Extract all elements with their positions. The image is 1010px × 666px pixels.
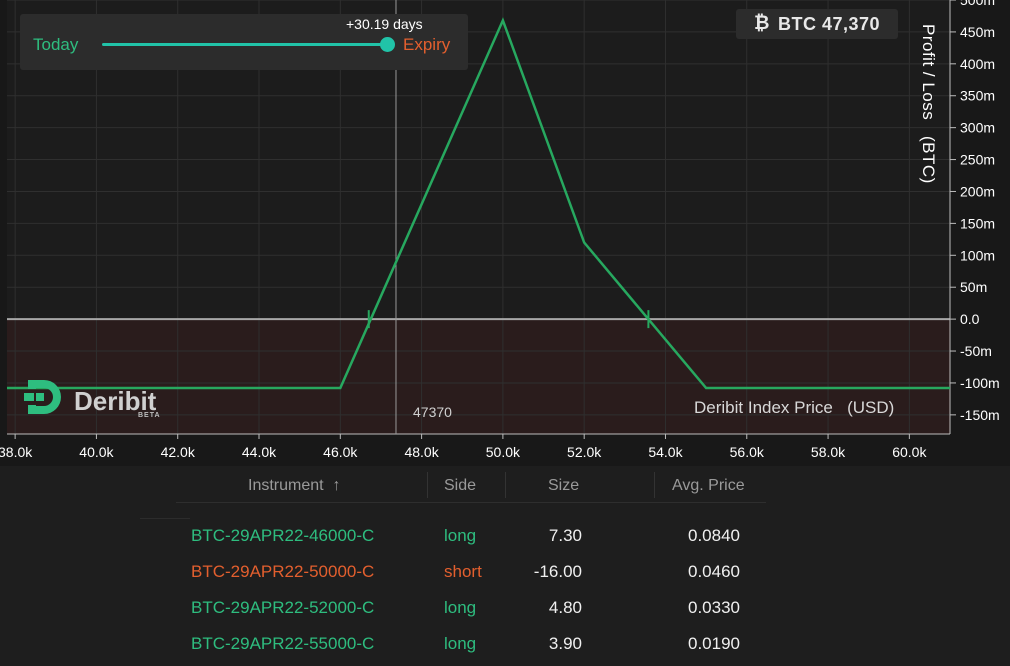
side-cell: long — [444, 526, 477, 545]
current-price-label: 47370 — [413, 404, 452, 420]
size-cell: 4.80 — [548, 598, 582, 617]
instrument-cell[interactable]: BTC-29APR22-52000-C — [191, 598, 375, 617]
x-tick-label: 52.0k — [567, 444, 602, 460]
y-tick-label: 0.0 — [960, 311, 980, 327]
payoff-line — [7, 17, 950, 390]
x-axis-unit: (USD) — [847, 398, 895, 417]
instrument-cell[interactable]: BTC-29APR22-55000-C — [191, 634, 375, 653]
table-header: Instrument ↑ Side Size Avg. Price — [176, 466, 766, 503]
logo-beta-badge: BETA — [138, 412, 161, 419]
slider-today-label: Today — [33, 35, 79, 54]
x-tick-label: 58.0k — [811, 444, 846, 460]
bitcoin-icon: ₿ — [753, 13, 770, 34]
y-tick-label: 250m — [960, 152, 995, 168]
y-tick-label: 200m — [960, 183, 995, 199]
table-row[interactable]: BTC-29APR22-46000-C long 7.30 0.0840 — [0, 518, 1010, 554]
slider-expiry-label: Expiry — [403, 35, 451, 54]
table-row[interactable]: BTC-29APR22-52000-C long 4.80 0.0330 — [0, 590, 1010, 626]
table-row[interactable]: BTC-29APR22-50000-C short -16.00 0.0460 — [0, 554, 1010, 590]
y-tick-label: 350m — [960, 88, 995, 104]
col-header-size[interactable]: Size — [548, 477, 580, 494]
y-tick-label: 100m — [960, 247, 995, 263]
x-tick-label: 42.0k — [161, 444, 196, 460]
avg-price-cell: 0.0460 — [688, 562, 740, 581]
positions-table: Instrument ↑ Side Size Avg. Price BTC-29… — [0, 466, 1010, 666]
y-tick-label: -100m — [960, 375, 1000, 391]
side-cell: short — [444, 562, 482, 581]
deribit-logo-icon — [24, 380, 61, 414]
y-axis-label: Profit / Loss — [919, 24, 938, 121]
x-axis-title: Deribit Index Price (USD) — [694, 398, 894, 418]
y-tick-label: -150m — [960, 407, 1000, 423]
x-tick-label: 56.0k — [730, 444, 765, 460]
days-to-expiry-label: +30.19 days — [346, 16, 423, 32]
y-tick-label: 50m — [960, 279, 987, 295]
avg-price-cell: 0.0330 — [688, 598, 740, 617]
logo-name: Deribit — [74, 386, 157, 416]
sort-ascending-icon: ↑ — [332, 477, 341, 494]
y-axis-unit: (BTC) — [919, 135, 938, 184]
size-cell: 3.90 — [548, 634, 582, 653]
y-axis-title: Profit / Loss (BTC) — [918, 24, 938, 184]
avg-price-cell: 0.0190 — [688, 634, 740, 653]
column-divider — [505, 472, 506, 498]
col-header-instrument-label: Instrument — [248, 477, 324, 494]
y-tick-label: 400m — [960, 56, 995, 72]
btc-price-badge: ₿ BTC 47,370 — [736, 9, 898, 39]
x-tick-label: 44.0k — [242, 444, 277, 460]
instrument-cell[interactable]: BTC-29APR22-46000-C — [191, 526, 375, 545]
time-slider-handle[interactable] — [380, 37, 395, 52]
side-cell: long — [444, 634, 477, 653]
size-cell: -16.00 — [533, 562, 582, 581]
x-tick-label: 38.0k — [0, 444, 33, 460]
y-tick-label: 300m — [960, 120, 995, 136]
side-cell: long — [444, 598, 477, 617]
y-tick-label: 500m — [960, 0, 995, 8]
y-tick-label: 450m — [960, 24, 995, 40]
x-tick-label: 50.0k — [486, 444, 521, 460]
x-tick-label: 46.0k — [323, 444, 358, 460]
btc-price-value: BTC 47,370 — [777, 13, 881, 34]
instrument-cell[interactable]: BTC-29APR22-50000-C — [191, 562, 375, 581]
col-header-avg-price[interactable]: Avg. Price — [672, 477, 745, 494]
x-tick-label: 40.0k — [79, 444, 114, 460]
x-tick-label: 60.0k — [892, 444, 927, 460]
time-slider-track[interactable] — [102, 43, 388, 46]
table-divider — [140, 518, 190, 519]
y-tick-label: -50m — [960, 343, 992, 359]
col-header-instrument[interactable]: Instrument ↑ — [248, 477, 340, 495]
x-tick-label: 48.0k — [404, 444, 439, 460]
avg-price-cell: 0.0840 — [688, 526, 740, 545]
col-header-side[interactable]: Side — [444, 477, 477, 494]
size-cell: 7.30 — [548, 526, 582, 545]
y-tick-label: 150m — [960, 215, 995, 231]
x-tick-label: 54.0k — [648, 444, 683, 460]
column-divider — [427, 472, 428, 498]
table-row[interactable]: BTC-29APR22-55000-C long 3.90 0.0190 — [0, 626, 1010, 662]
x-axis-label: Deribit Index Price — [694, 398, 833, 417]
column-divider — [654, 472, 655, 498]
